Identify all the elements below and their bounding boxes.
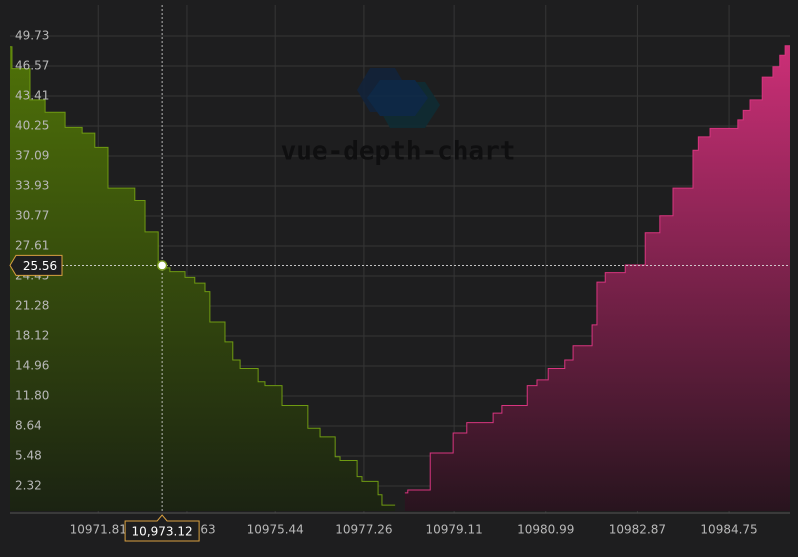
y-crosshair-box	[9, 254, 63, 276]
y-tick-label: 49.73	[15, 29, 49, 43]
y-tick-label: 11.80	[15, 389, 49, 403]
y-tick-label: 37.09	[15, 148, 49, 162]
x-tick-label: 10982.87	[609, 523, 666, 537]
axis-labels: 2.325.488.6411.8014.9618.1221.2824.4527.…	[15, 29, 758, 537]
y-tick-label: 8.64	[15, 419, 42, 433]
y-tick-label: 30.77	[15, 208, 49, 222]
y-tick-label: 18.12	[15, 329, 49, 343]
x-tick-label: 10984.75	[700, 523, 757, 537]
watermark-logo	[357, 68, 440, 128]
y-tick-label: 5.48	[15, 448, 42, 462]
x-tick-label: 10975.44	[247, 523, 304, 537]
ask-area	[404, 45, 790, 511]
ask-line	[404, 45, 790, 494]
depth-areas	[10, 45, 790, 512]
crosshair-point	[156, 260, 168, 271]
y-tick-label: 27.61	[15, 238, 49, 252]
x-tick-label: 10977.26	[335, 523, 392, 537]
x-crosshair-box	[124, 514, 200, 542]
y-tick-label: 43.41	[15, 89, 49, 103]
crosshair: 25.56 10,973.12	[9, 5, 790, 542]
watermark: vue-depth-chart	[281, 137, 516, 167]
y-tick-label: 40.25	[15, 119, 49, 133]
y-crosshair-label: 25.56	[23, 259, 57, 273]
y-tick-label: 33.93	[15, 178, 49, 192]
y-tick-label: 14.96	[15, 359, 49, 373]
y-tick-label: 2.32	[15, 478, 42, 492]
x-crosshair-label: 10,973.12	[132, 525, 193, 539]
x-tick-label: 10980.99	[517, 523, 574, 537]
x-tick-label: 10971.81	[70, 523, 127, 537]
y-tick-label: 21.28	[15, 299, 49, 313]
bid-line	[10, 46, 396, 506]
x-tick-label: 10979.11	[425, 523, 482, 537]
bid-area	[10, 46, 396, 512]
y-tick-label: 46.57	[15, 59, 49, 73]
